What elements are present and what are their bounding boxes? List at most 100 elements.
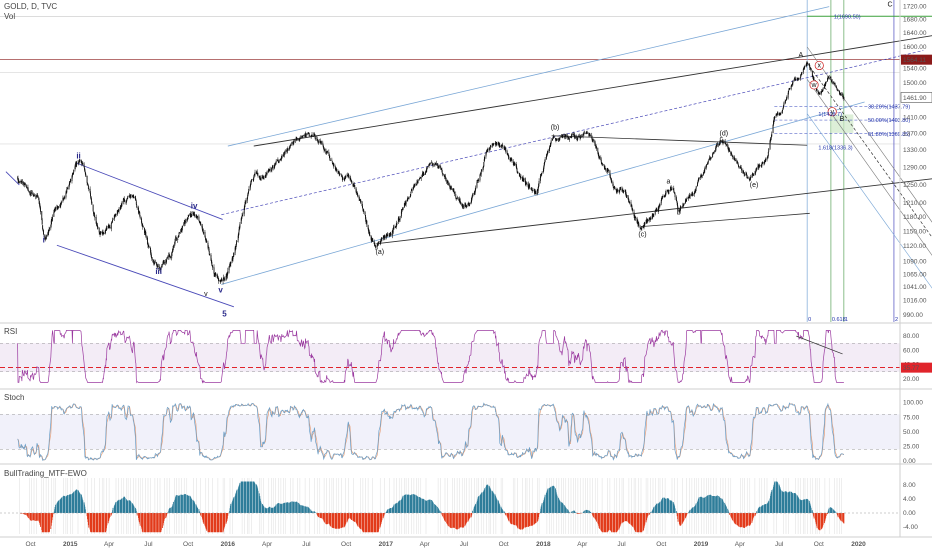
rsi-pane[interactable]: RSI (0, 325, 900, 388)
proj-3 (806, 46, 932, 223)
price-tick-label: 1500.00 (903, 80, 927, 87)
wave-label-i: i (43, 235, 45, 244)
price-tick-label: 1065.00 (903, 271, 927, 278)
current-price-marker-bg (900, 92, 932, 103)
price-tick-label: 1120.00 (903, 243, 926, 250)
wave-label-w: w (811, 82, 818, 89)
stoch-tick-label: 75.00 (903, 414, 920, 421)
price-tick-label: 1210.00 (903, 200, 927, 207)
x-tick-label: Jul (144, 541, 153, 548)
channel-left-edge (5, 171, 20, 186)
price-tick-label: 1290.00 (903, 164, 927, 171)
blue-dashed-mid (221, 50, 924, 216)
x-tick-label: 2015 (63, 541, 78, 548)
price-drawings (5, 0, 932, 322)
pane-separators (0, 0, 932, 538)
price-labels: iiiviiiivv5(a)(b)(c)(d)(e)abcABCwxy38.20… (43, 2, 911, 323)
stoch-tick-label: 100.00 (903, 400, 923, 407)
price-grid (0, 15, 900, 145)
volume-label: Vol (4, 12, 15, 21)
wave-label-a-paren: (a) (375, 249, 384, 256)
stoch-tick-label: 25.00 (903, 443, 920, 450)
rsi-divergence-line (796, 335, 843, 355)
wave-label-v-orange: v (204, 291, 208, 298)
x-tick-label: Oct (656, 541, 666, 548)
ewo-pane[interactable]: BullTrading_MTF-EWO (0, 466, 900, 536)
rsi-line (17, 329, 844, 384)
proj-1 (806, 62, 932, 238)
ewo-tick-label: 8.00 (903, 482, 916, 489)
rsi-tick-label: 80.00 (903, 333, 920, 340)
price-tick-label: 1090.00 (903, 258, 927, 265)
long-blue-upper (227, 6, 830, 147)
wave-label-b: b (677, 210, 681, 217)
wave-label-y: y (830, 109, 834, 116)
x-tick-label: 2018 (536, 541, 551, 548)
price-tick-label: 1180.00 (903, 214, 926, 221)
price-tick-label: 1150.00 (903, 228, 926, 235)
wave-label-ii: ii (76, 152, 80, 161)
x-tick-label: Oct (814, 541, 824, 548)
x-tick-label: Apr (262, 541, 273, 548)
fib-time-label-0: 0 (808, 317, 811, 323)
fib-label-0: 38.20%(1437.79) (868, 105, 910, 111)
fib-sub-label-2: 1.618(1336.3) (818, 146, 852, 152)
price-pane[interactable]: iiiviiiivv5(a)(b)(c)(d)(e)abcABCwxy38.20… (0, 0, 932, 323)
symbol-label: GOLD, D, TVC (4, 2, 57, 11)
x-tick-label: 2020 (851, 541, 866, 548)
rsi-marker-bg (901, 362, 932, 373)
wave-label-d-paren: (d) (720, 131, 729, 138)
wave-label-x: x (818, 63, 822, 70)
wave-label-B: B (840, 116, 845, 123)
rsi-marker-label: 35.77 (903, 365, 920, 372)
x-tick-label: Apr (420, 541, 431, 548)
price-tick-label: 990.00 (903, 312, 923, 319)
long-blue-lower (221, 101, 865, 285)
stoch-pane[interactable]: Stoch (0, 391, 900, 463)
price-tick-label: 1410.00 (903, 115, 927, 122)
price-tick-label: 1680.00 (903, 17, 927, 24)
x-axis[interactable]: Oct 2015 Apr Jul Oct 2016 Apr Jul Oct 2017 Apr Jul O… (25, 541, 866, 548)
fib-sub-label-1: 1(1418.7) (818, 112, 842, 118)
x-tick-label: Jul (775, 541, 784, 548)
stoch-k-line (17, 402, 844, 461)
black-upper-channel (253, 35, 932, 147)
fib-time-label-2: 1 (845, 317, 848, 323)
fib-time-label-3: 2 (895, 317, 898, 323)
ewo-tick-label: 4.00 (903, 496, 916, 503)
y-axis[interactable]: 990.00 1016.00 1041.00 1065.00 1090.00 1120.0… (900, 4, 932, 531)
wave-label-b-paren: (b) (551, 125, 560, 132)
stoch-label: Stoch (4, 393, 24, 402)
price-candles (17, 61, 845, 285)
wave-label-C: C (887, 2, 892, 9)
ewo-tick-label: -4.00 (903, 524, 918, 531)
stoch-tick-label: 0.00 (903, 458, 916, 465)
price-pane-bg (0, 0, 900, 322)
x-tick-label: 2017 (379, 541, 394, 548)
wave-label-5: 5 (222, 309, 227, 318)
price-tick-label: 1720.00 (903, 4, 927, 11)
x-tick-label: Jul (460, 541, 469, 548)
price-tick-label: 1540.00 (903, 65, 927, 72)
price-tick-label: 1640.00 (903, 30, 927, 37)
wave-label-v-blue: v (218, 286, 223, 295)
fib-label-1: 50.00%(1403.80) (868, 118, 910, 124)
wave-label-A: A (799, 52, 804, 59)
ewo-tick-label: 0.00 (903, 510, 916, 517)
rsi-levels (0, 343, 900, 372)
x-tick-label: Apr (735, 541, 746, 548)
x-tick-label: Oct (25, 541, 35, 548)
price-tick-label: 1250.00 (903, 182, 927, 189)
wave-label-a: a (666, 179, 670, 186)
fib-time-label-1: 0.618 (832, 317, 846, 323)
wave-label-iii: iii (155, 267, 162, 276)
price-marker-bg (901, 54, 932, 65)
price-tick-label: 1041.00 (903, 284, 927, 291)
channel-i-v-top (76, 162, 223, 220)
price-tick-label: 1600.00 (903, 44, 927, 51)
price-tick-label: 1016.00 (903, 298, 927, 305)
rsi-tick-label: 20.00 (903, 376, 920, 383)
x-tick-label: Apr (104, 541, 115, 548)
x-tick-label: 2016 (221, 541, 236, 548)
wave-label-w-circle (809, 80, 819, 90)
